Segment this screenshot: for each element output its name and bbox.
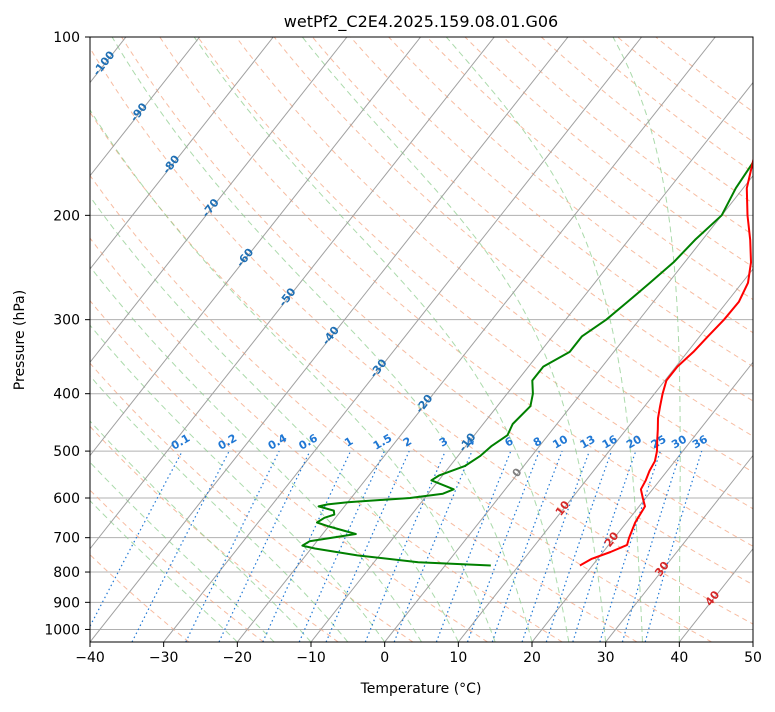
mixing-ratio-line (326, 451, 409, 642)
moist-adiabat-line (0, 37, 274, 642)
x-tick-label: −30 (149, 650, 179, 666)
y-tick-label: 1000 (44, 622, 80, 638)
isotherm-line (753, 37, 775, 642)
x-tick-label: −40 (75, 650, 105, 666)
moist-adiabat-line (0, 37, 422, 642)
x-tick-label: 20 (523, 650, 541, 666)
moist-adiabat-line (0, 37, 348, 642)
dry-adiabat-line (427, 37, 775, 642)
mixing-ratio-line (492, 451, 562, 642)
mixing-ratio-label: 10 (550, 432, 570, 451)
chart-title: wetPf2_C2E4.2025.159.08.01.G06 (284, 12, 558, 32)
x-tick-label: −10 (296, 650, 326, 666)
isotherm-line (458, 37, 775, 642)
dry-adiabat-line (0, 37, 488, 642)
x-tick-label: −20 (223, 650, 253, 666)
dewpoint-profile-line (302, 37, 775, 566)
isotherm-line (532, 37, 775, 642)
y-tick-label: 800 (53, 565, 80, 581)
mixing-ratio-label: 0.2 (216, 432, 239, 453)
x-tick-label: 50 (744, 650, 762, 666)
moist-adiabat-line (0, 37, 311, 642)
dry-adiabat-line (656, 37, 775, 642)
isotherm-line (0, 37, 200, 642)
mixing-ratio-line (436, 451, 510, 642)
dry-adiabat-line (160, 37, 775, 642)
isotherm-line (0, 37, 273, 642)
isotherm-line (237, 37, 715, 642)
mixing-ratio-label: 16 (600, 432, 620, 451)
temperature-profile-line (580, 37, 775, 566)
mixing-ratio-line (522, 451, 589, 642)
y-tick-label: 900 (53, 595, 80, 611)
x-tick-label: 40 (670, 650, 688, 666)
mixing-ratio-label: 1 (342, 435, 355, 450)
dry-adiabat-line (465, 37, 775, 642)
isotherm-line (0, 37, 421, 642)
moist-adiabat-line (48, 37, 495, 642)
dry-adiabat-line (0, 37, 338, 642)
y-tick-label: 200 (53, 208, 80, 224)
dry-adiabat-line (351, 37, 775, 642)
dry-adiabat-line (0, 37, 562, 642)
y-tick-label: 600 (53, 491, 80, 507)
mixing-ratio-line (299, 451, 384, 642)
dry-adiabat-line (198, 37, 775, 642)
mixing-ratio-label: 2 (401, 435, 414, 450)
mixing-ratio-label: 13 (578, 433, 598, 452)
background-lines (0, 37, 775, 642)
x-tick-label: 30 (597, 650, 615, 666)
x-axis-label: Temperature (°C) (360, 681, 482, 697)
y-tick-label: 300 (53, 313, 80, 329)
isotherm-line (606, 37, 775, 642)
mixing-ratio-line (468, 451, 540, 642)
mixing-ratio-label: 1.5 (371, 432, 394, 453)
moist-adiabat-line (194, 37, 569, 642)
plot-frame (90, 37, 753, 642)
x-tick-label: 0 (380, 650, 389, 666)
y-tick-label: 100 (53, 30, 80, 46)
mixing-ratio-line (645, 451, 702, 642)
isotherm-line (16, 37, 494, 642)
x-tick-label: 10 (449, 650, 467, 666)
mixing-ratio-label: 30 (669, 432, 689, 451)
dry-adiabat-line (83, 37, 775, 642)
y-tick-label: 700 (53, 531, 80, 547)
mixing-ratio-label: 20 (624, 432, 644, 451)
profiles (302, 37, 775, 566)
mixing-ratio-label: 0.6 (297, 431, 321, 452)
y-axis-label: Pressure (hPa) (12, 290, 28, 390)
mixing-ratio-label: 25 (649, 433, 669, 452)
y-tick-label: 500 (53, 444, 80, 460)
dry-adiabat-line (503, 37, 775, 642)
mixing-ratio-line (82, 451, 183, 642)
dry-adiabat-line (0, 37, 189, 642)
dry-adiabat-line (0, 37, 413, 642)
isotherm-line (164, 37, 642, 642)
dry-adiabat-line (0, 37, 264, 642)
isotherm-line (0, 37, 347, 642)
moist-adiabat-line (302, 37, 605, 642)
mixing-ratio-label: 0.4 (266, 431, 290, 452)
y-tick-label: 400 (53, 387, 80, 403)
